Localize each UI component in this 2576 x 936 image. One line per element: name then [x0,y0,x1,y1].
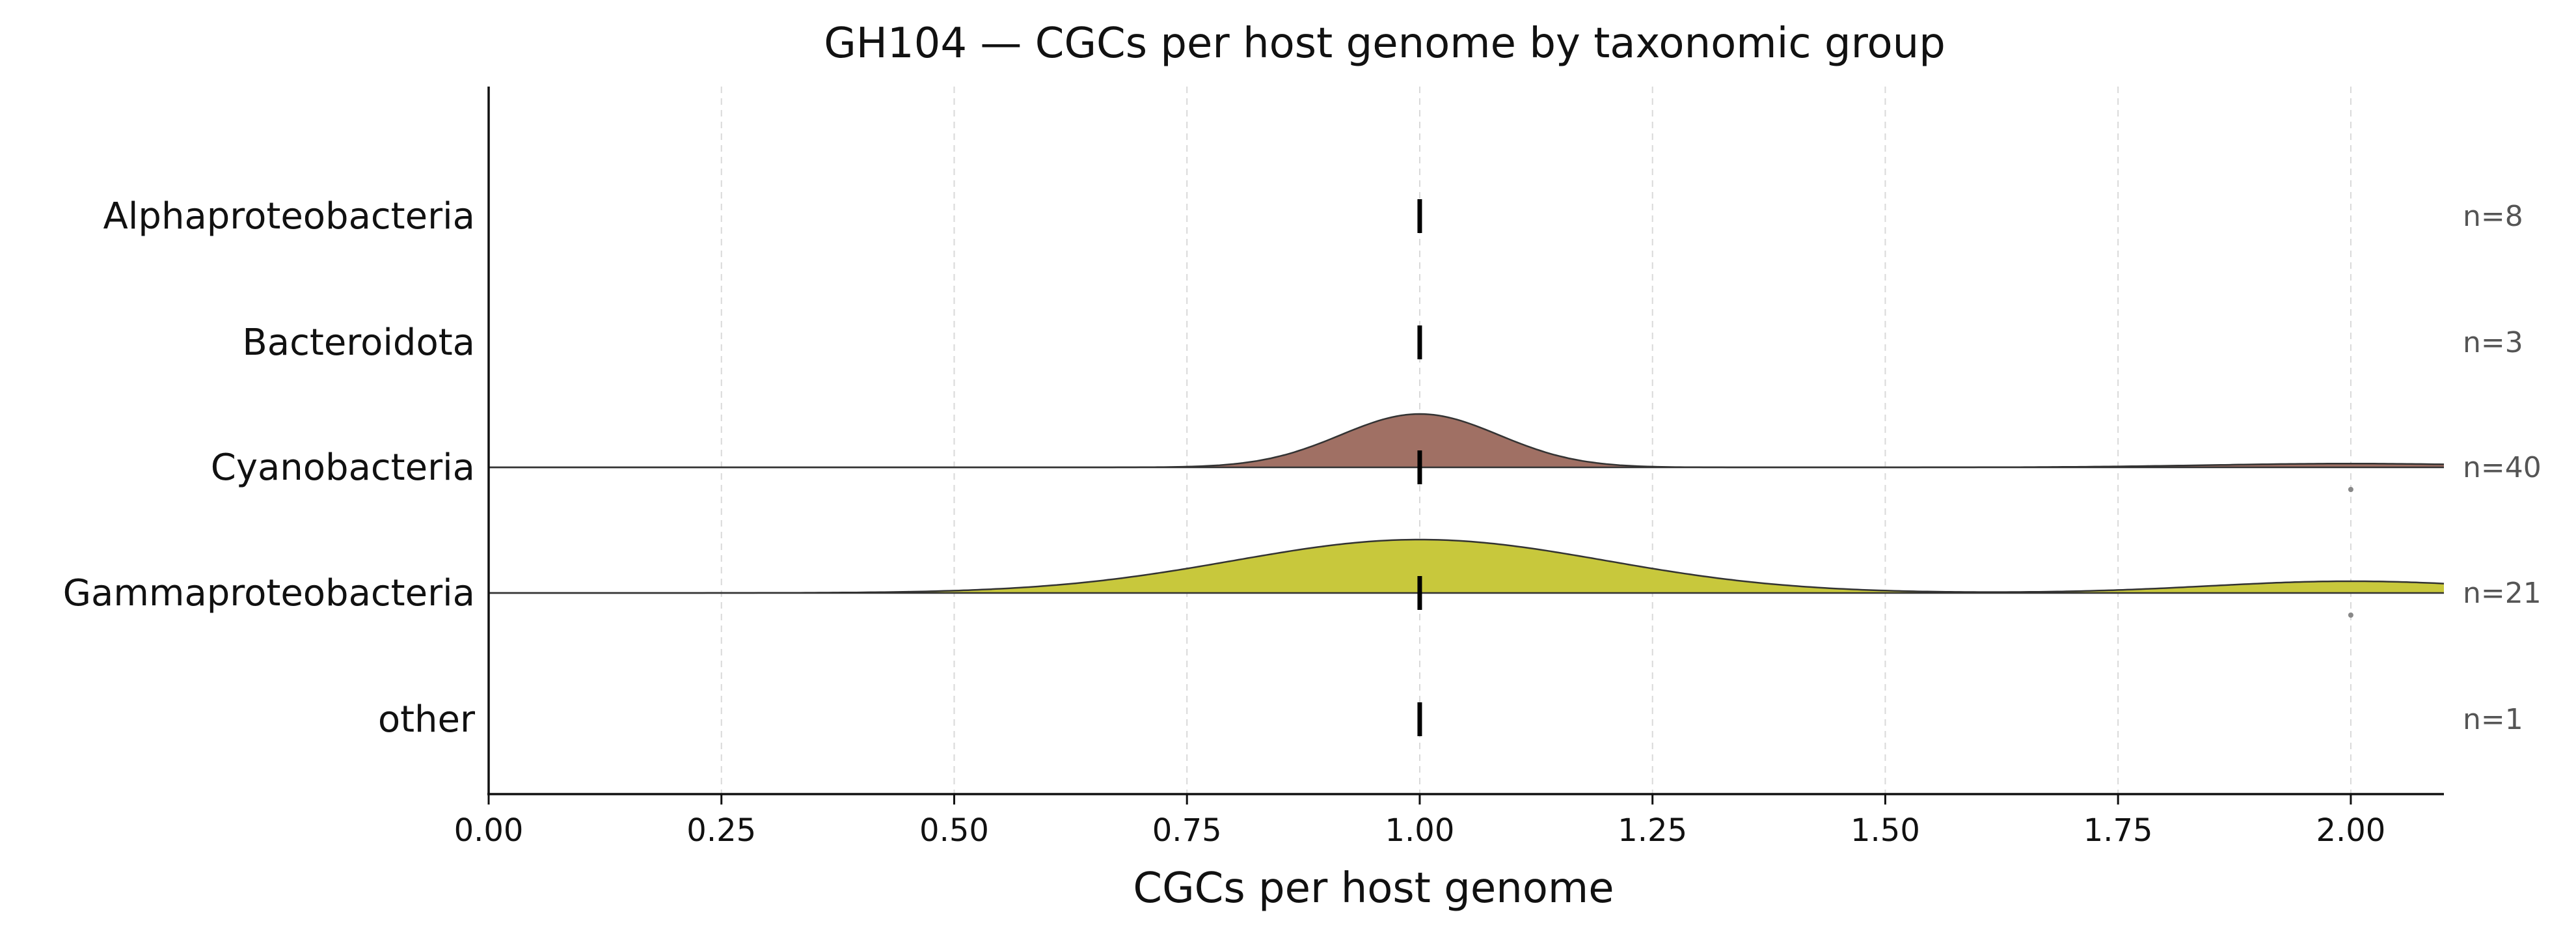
chart-title: GH104 — CGCs per host genome by taxonomi… [824,20,1946,68]
x-tick-label: 2.00 [2316,812,2385,849]
y-tick-label: Cyanobacteria [211,447,475,489]
x-tick-label: 1.75 [2083,812,2153,849]
x-tick-label: 0.50 [919,812,989,849]
outlier-point [2348,487,2353,492]
ridge-cyanobacteria [489,413,2445,492]
density-fill [489,414,2444,467]
outlier-point [2348,613,2353,618]
sample-size-label: n=3 [2463,326,2523,359]
y-tick-label: Bacteroidota [242,322,475,364]
y-ticks: Alphaproteobacteria Bacteroidota Cyanobact… [63,195,476,741]
x-tick-label: 1.50 [1851,812,1920,849]
y-tick-label: other [378,698,476,741]
x-tick-label: 1.00 [1385,812,1455,849]
x-axis-label: CGCs per host genome [1133,864,1614,913]
density-fill [489,540,2444,593]
ridges [489,199,2445,736]
x-tick-label: 0.00 [454,812,524,849]
y-tick-label: Gammaproteobacteria [63,572,475,614]
sample-size-label: n=8 [2463,200,2523,233]
sample-size-label: n=40 [2463,451,2542,484]
x-tick-label: 1.25 [1618,812,1687,849]
x-ticks: 0.00 0.25 0.50 0.75 1.00 1.25 1.50 1.75 2.00 [454,794,2385,849]
y-tick-label: Alphaproteobacteria [103,195,475,238]
x-tick-label: 0.75 [1152,812,1222,849]
n-labels: n=8 n=3 n=40 n=21 n=1 [2463,200,2542,736]
sample-size-label: n=21 [2463,577,2542,610]
sample-size-label: n=1 [2463,703,2523,736]
ridge-gammaproteobacteria [489,538,2445,618]
x-tick-label: 0.25 [686,812,756,849]
